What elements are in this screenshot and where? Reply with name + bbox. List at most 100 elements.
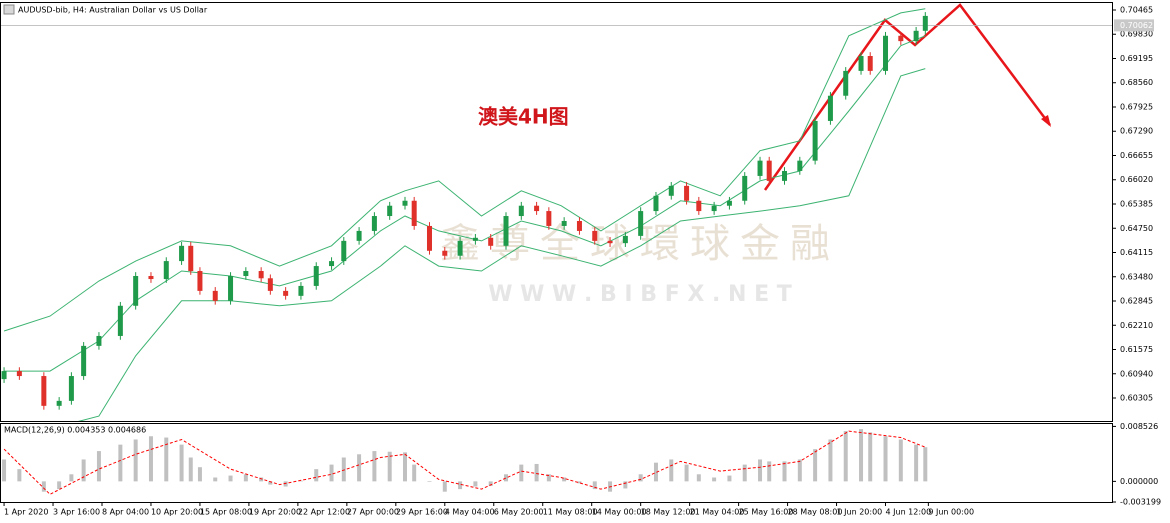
candle-body [329,261,335,267]
y-tick-label: 0.60940 [1120,369,1153,378]
macd-bar [519,464,524,482]
candle-body [387,205,393,217]
macd-bar [372,451,377,482]
y-tick-label: 0.008526 [1120,422,1158,431]
y-tick-label: 0.68560 [1120,78,1153,87]
candle-body [163,261,169,280]
candle-body [56,400,62,406]
bollinger-band [3,8,926,332]
candle-body [41,376,47,406]
candle-body [371,216,377,231]
candle-body [684,185,690,201]
y-tick-label: 0.69195 [1120,54,1153,63]
macd-bar [727,475,732,482]
candle-body [797,160,803,171]
y-tick-label: 0.61575 [1120,345,1153,354]
macd-bar [843,431,848,482]
macd-bar [228,475,233,482]
macd-bar [314,469,319,482]
macd-bar [69,474,74,482]
macd-bar [758,459,763,482]
x-tick-label: 6 May 20:00 [494,508,544,517]
macd-bar [164,437,169,482]
candle-body [267,278,273,291]
candle-body [188,245,194,272]
x-tick-label: 9 Jun 00:00 [928,508,974,517]
candle-body [858,56,864,71]
macd-bar [623,481,628,489]
x-tick-label: 14 May 00:00 [592,508,647,517]
candle-body [827,95,833,121]
macd-bar [2,459,7,482]
candle-body [913,30,919,42]
x-tick-label: 28 May 08:00 [788,508,843,517]
candle-body [757,160,763,176]
bollinger-band [78,68,926,421]
candle-body [696,200,702,212]
x-tick-label: 4 Jun 12:00 [886,508,932,517]
macd-signal [3,430,926,495]
y-tick-label: 0.62210 [1120,321,1153,330]
x-tick-label: 29 Apr 16:00 [396,508,448,517]
candle-body [592,230,598,241]
y-tick-label: 0.67925 [1120,102,1153,111]
macd-bar [427,481,432,483]
macd-bar [638,474,643,482]
macd-bar [243,474,248,482]
candle-body [228,275,234,301]
x-tick-label: 25 May 16:00 [739,508,794,517]
macd-bar [534,463,539,482]
candle-body [534,205,540,212]
candle-body [298,285,304,296]
macd-bar [148,436,153,482]
candle-body [16,371,22,377]
candle-body [472,237,478,241]
candle-body [638,211,644,236]
macd-bar [473,481,478,487]
candle-body [442,250,448,256]
macd-bar [712,477,717,482]
candle-body [668,185,674,196]
candle-body [197,271,203,291]
macd-bar [96,451,101,482]
y-tick-label: 0.64750 [1120,224,1153,233]
candle-body [766,160,772,181]
macd-bar [298,480,303,482]
y-tick-label: 0.69830 [1120,30,1153,39]
y-tick-label: 0.67290 [1120,127,1153,136]
last-price-label: 0.70062 [1120,21,1153,30]
candle-body [607,240,613,244]
macd-bar [696,474,701,482]
x-tick-label: 19 Apr 20:00 [249,508,301,517]
macd-bar [797,459,802,482]
macd-bar [546,474,551,482]
candle-body [503,216,509,246]
y-tick-label: 0.66655 [1120,151,1153,160]
macd-bar [577,481,582,484]
macd-bar [81,459,86,482]
x-tick-label: 27 Apr 00:00 [347,508,399,517]
candle-body [576,220,582,231]
macd-bar [213,477,218,482]
y-tick-label: 0.65385 [1120,199,1153,208]
candle-body [843,70,849,96]
x-tick-label: 4 May 04:00 [445,508,495,517]
candle-body [782,170,788,181]
x-tick-label: 3 Apr 16:00 [53,508,100,517]
x-tick-label: 11 May 08:00 [543,508,598,517]
candle-body [883,35,889,71]
x-tick-label: 1 Jun 20:00 [837,508,883,517]
x-tick-label: 8 Apr 04:00 [102,508,149,517]
x-tick-label: 1 Apr 2020 [4,508,48,517]
candle-body [518,205,524,217]
macd-bar [57,481,62,490]
macd-bar [813,449,818,482]
macd-bar [923,447,928,482]
candle-body [341,240,347,262]
macd-bar [403,452,407,482]
macd-bar [357,454,362,482]
y-tick-label: -0.003199 [1120,497,1161,506]
macd-bar [17,469,22,482]
macd-bar [133,439,138,482]
candle-body [457,240,463,256]
